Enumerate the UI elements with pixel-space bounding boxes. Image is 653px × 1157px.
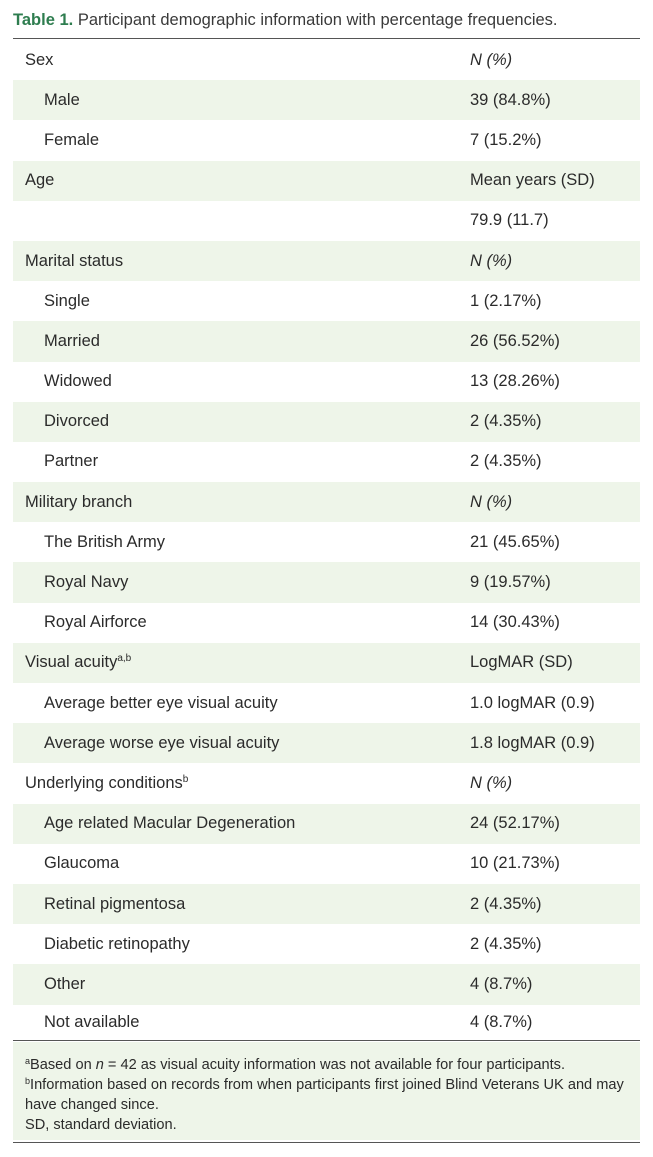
table-row-other: Other 4 (8.7%) — [13, 964, 640, 1005]
footnote-b: bInformation based on records from when … — [25, 1076, 624, 1114]
row-value: 4 (8.7%) — [470, 1013, 533, 1031]
table-row-divorced: Divorced 2 (4.35%) — [13, 401, 640, 442]
table-row-royal-airforce: Royal Airforce 14 (30.43%) — [13, 603, 640, 643]
footnote-sd: SD, standard deviation. — [25, 1117, 177, 1133]
row-value: N (%) — [470, 50, 513, 69]
row-label: Average better eye visual acuity — [44, 693, 278, 712]
row-value: N (%) — [470, 773, 513, 792]
table-row-worse-eye-acuity: Average worse eye visual acuity 1.8 logM… — [13, 723, 640, 764]
table-row-amd: Age related Macular Degeneration 24 (52.… — [13, 803, 640, 844]
table-row-widowed: Widowed 13 (28.26%) — [13, 362, 640, 402]
table-row-retinal-pigmentosa: Retinal pigmentosa 2 (4.35%) — [13, 883, 640, 925]
row-label: Glaucoma — [44, 854, 120, 873]
row-value: 1.0 logMAR (0.9) — [470, 693, 595, 712]
row-label: Widowed — [44, 372, 112, 391]
row-label: Married — [13, 321, 470, 362]
table-row-underlying-conditions: Underlying conditionsb N (%) — [13, 763, 640, 803]
row-label: Divorced — [13, 401, 470, 442]
table-row-marital-status: Marital status N (%) — [13, 240, 640, 282]
row-label: Partner — [44, 452, 99, 471]
row-value: LogMAR (SD) — [470, 642, 640, 683]
row-label: Age related Macular Degeneration — [13, 803, 470, 844]
footnote-a: aBased on n = 42 as visual acuity inform… — [25, 1056, 566, 1074]
row-value: 79.9 (11.7) — [470, 211, 549, 230]
row-value: 2 (4.35%) — [470, 883, 640, 925]
row-label: Single — [44, 291, 90, 310]
row-value: 10 (21.73%) — [470, 854, 560, 873]
row-value: Mean years (SD) — [470, 160, 640, 201]
table-top-rule — [13, 38, 640, 39]
row-value: 2 (4.35%) — [470, 401, 640, 442]
row-value: 26 (56.52%) — [470, 321, 640, 362]
row-value: 9 (19.57%) — [470, 562, 640, 603]
table-caption-text: Participant demographic information with… — [77, 11, 558, 29]
table-row-royal-navy: Royal Navy 9 (19.57%) — [13, 562, 640, 603]
row-label: The British Army — [44, 532, 166, 551]
row-value: 2 (4.35%) — [470, 934, 542, 953]
row-label: Average worse eye visual acuity — [13, 723, 470, 764]
row-label — [13, 201, 470, 241]
table-row-single: Single 1 (2.17%) — [13, 281, 640, 321]
row-label: Underlying conditionsb — [25, 773, 189, 792]
table-row-male: Male 39 (84.8%) — [13, 80, 640, 121]
row-value: 2 (4.35%) — [470, 452, 542, 471]
table-row-age: Age Mean years (SD) — [13, 160, 640, 201]
row-value: 21 (45.65%) — [470, 532, 560, 551]
row-label: Not available — [44, 1013, 140, 1031]
row-label: Marital status — [13, 240, 470, 282]
row-label: Royal Airforce — [44, 613, 147, 632]
table-row-glaucoma: Glaucoma 10 (21.73%) — [13, 844, 640, 884]
row-value: 13 (28.26%) — [470, 372, 560, 391]
table-row-not-available: Not available 4 (8.7%) — [13, 1005, 640, 1041]
row-label: Male — [13, 80, 470, 121]
table-row-married: Married 26 (56.52%) — [13, 321, 640, 362]
table-row-better-eye-acuity: Average better eye visual acuity 1.0 log… — [13, 683, 640, 723]
table-row-military-branch: Military branch N (%) — [13, 482, 640, 523]
row-value: N (%) — [470, 482, 640, 523]
table-bottom-rule — [13, 1142, 640, 1143]
row-label: Visual acuitya,b — [13, 642, 470, 683]
row-label: Sex — [25, 50, 54, 69]
row-label: Age — [13, 160, 470, 201]
table-row-british-army: The British Army 21 (45.65%) — [13, 522, 640, 562]
row-value: 4 (8.7%) — [470, 964, 640, 1005]
row-label: Female — [44, 130, 100, 149]
row-value: 7 (15.2%) — [470, 130, 542, 149]
row-label: Diabetic retinopathy — [44, 934, 190, 953]
row-value: 1 (2.17%) — [470, 291, 542, 310]
row-value: N (%) — [470, 240, 640, 282]
table-row-female: Female 7 (15.2%) — [13, 120, 640, 160]
table-row-sex: Sex N (%) — [13, 40, 640, 80]
row-label: Royal Navy — [13, 562, 470, 603]
table-caption-label: Table 1. — [13, 11, 74, 29]
footnote-marker: a,b — [117, 653, 132, 665]
row-label: Retinal pigmentosa — [13, 883, 470, 925]
table-row-diabetic-retinopathy: Diabetic retinopathy 2 (4.35%) — [13, 924, 640, 964]
table-row-partner: Partner 2 (4.35%) — [13, 442, 640, 482]
table-footer-rule — [13, 1040, 640, 1041]
row-value: 1.8 logMAR (0.9) — [470, 723, 640, 764]
row-value: 24 (52.17%) — [470, 803, 640, 844]
table-row-age-value: 79.9 (11.7) — [13, 201, 640, 241]
footnote-marker: b — [182, 773, 189, 785]
demographics-table: Sex N (%) Male 39 (84.8%) Female 7 (15.2… — [13, 40, 640, 1041]
table-footnotes: aBased on n = 42 as visual acuity inform… — [13, 1042, 640, 1140]
row-value: 39 (84.8%) — [470, 80, 640, 121]
table-row-visual-acuity: Visual acuitya,b LogMAR (SD) — [13, 642, 640, 683]
row-label: Other — [13, 964, 470, 1005]
row-label: Military branch — [13, 482, 470, 523]
row-value: 14 (30.43%) — [470, 613, 560, 632]
table-caption: Table 1. Participant demographic informa… — [13, 8, 645, 32]
